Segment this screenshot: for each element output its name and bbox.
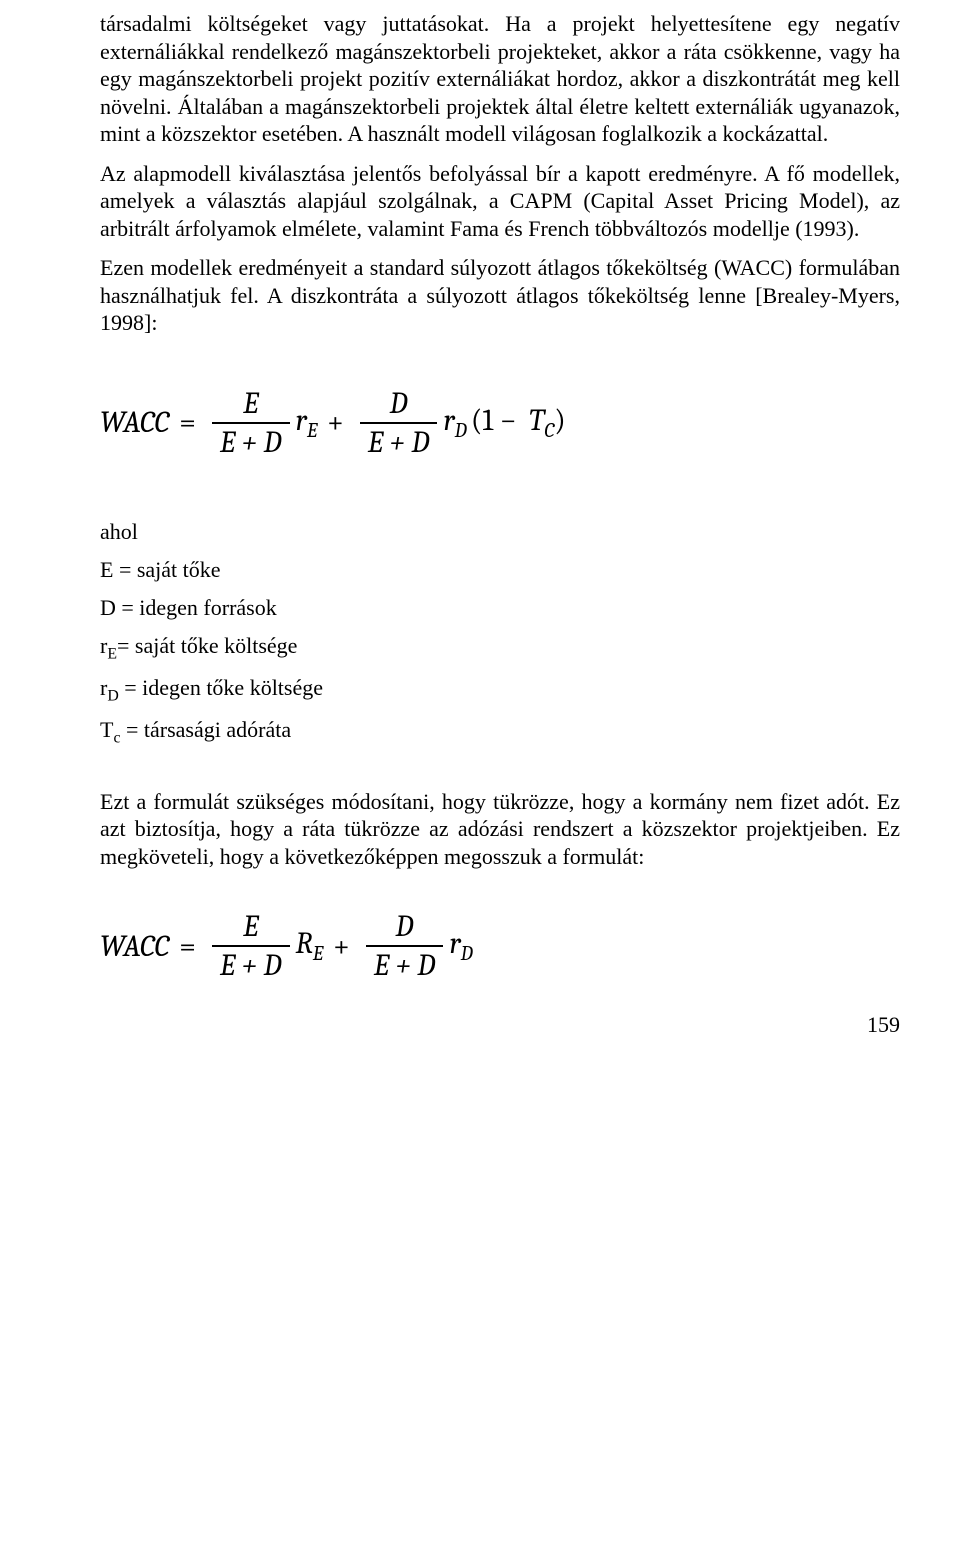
wacc-formula-1: WACC = E E + D rE + D E + D rD (1 − TC) (100, 387, 900, 459)
formula1-lhs: WACC (100, 405, 169, 440)
paragraph-1: társadalmi költségeket vagy juttatásokat… (100, 10, 900, 148)
formula1-frac2: D E + D (360, 387, 438, 459)
def-E: E = saját tőke (100, 557, 900, 583)
def-rE: rE= saját tőke költsége (100, 633, 900, 663)
formula2-term2: rD (449, 926, 472, 966)
formula2-r: r (449, 926, 460, 961)
formula1-r1: r (296, 403, 307, 438)
formula1-tail-T: T (529, 403, 544, 438)
formula2-plus: + (333, 929, 350, 964)
formula1-plus: + (327, 405, 344, 440)
def-rE-text: = saját tőke költsége (117, 633, 297, 658)
def-rE-sub: E (107, 645, 117, 662)
formula1-frac2-den: E + D (360, 426, 438, 459)
formula2-r-sub: D (461, 943, 473, 966)
def-rD-sub: D (107, 687, 118, 704)
formula2-frac2: D E + D (366, 910, 444, 982)
wacc-formula-2: WACC = E E + D RE + D E + D rD (100, 910, 900, 982)
def-ahol: ahol (100, 519, 900, 545)
formula1-tail-Tsub: C (544, 420, 554, 443)
formula2-frac1-num: E (235, 910, 266, 943)
formula1-tail-close: ) (554, 403, 565, 438)
formula1-r1-sub: E (307, 420, 317, 443)
formula2-frac1-den: E + D (212, 949, 290, 982)
formula2-frac2-den: E + D (366, 949, 444, 982)
def-D: D = idegen források (100, 595, 900, 621)
formula1-r2: r (443, 403, 454, 438)
paragraph-4: Ezt a formulát szükséges módosítani, hog… (100, 788, 900, 871)
formula1-r2-sub: D (455, 420, 467, 443)
def-Tc-text: = társasági adóráta (120, 717, 291, 742)
page: társadalmi költségeket vagy juttatásokat… (0, 0, 960, 1078)
page-number: 159 (100, 1012, 900, 1038)
formula1-frac1-den: E + D (212, 426, 290, 459)
formula1-frac1-num: E (235, 387, 266, 420)
formula2-R-sub: E (313, 943, 323, 966)
formula1-tail-open: (1 − (471, 403, 517, 438)
formula1-frac2-num: D (382, 387, 416, 420)
formula2-R: R (296, 926, 313, 961)
formula1-term2: rD (443, 403, 466, 443)
formula2-term1: RE (296, 926, 324, 966)
def-rD-text: = idegen tőke költsége (119, 675, 323, 700)
formula2-frac1: E E + D (212, 910, 290, 982)
formula1-tail: (1 − TC) (471, 403, 566, 443)
formula2-eq: = (179, 929, 196, 964)
paragraph-3: Ezen modellek eredményeit a standard súl… (100, 254, 900, 337)
definitions: ahol E = saját tőke D = idegen források … (100, 519, 900, 748)
formula2-lhs: WACC (100, 929, 169, 964)
paragraph-2: Az alapmodell kiválasztása jelentős befo… (100, 160, 900, 243)
formula1-eq: = (179, 405, 196, 440)
def-rD: rD = idegen tőke költsége (100, 675, 900, 705)
formula2-frac2-num: D (388, 910, 422, 943)
formula1-frac1: E E + D (212, 387, 290, 459)
formula1-term1: rE (296, 403, 318, 443)
def-Tc: Tc = társasági adóráta (100, 717, 900, 747)
def-Tc-sym: T (100, 717, 113, 742)
